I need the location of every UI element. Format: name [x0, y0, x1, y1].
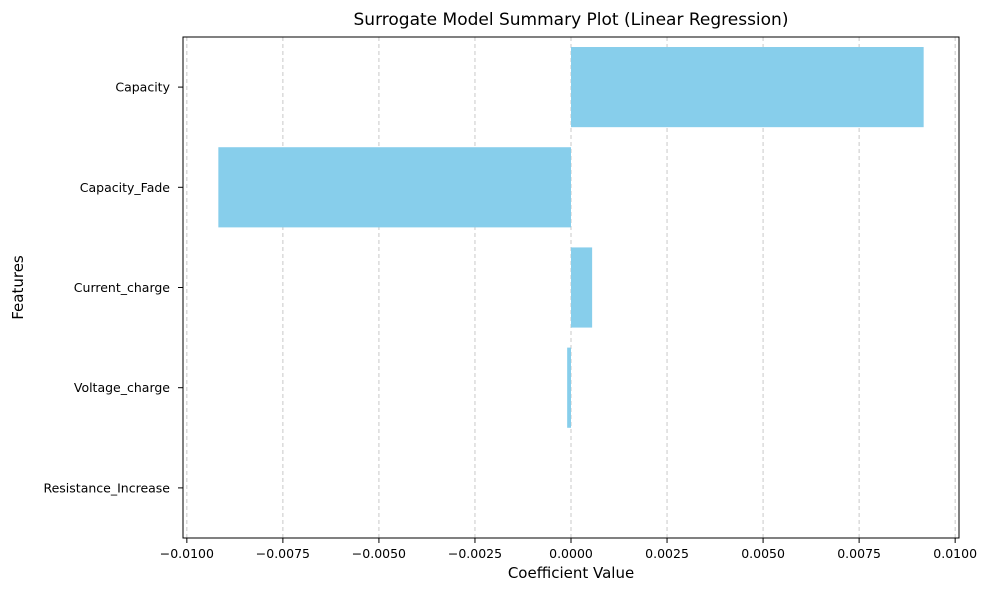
x-tick-label: −0.0050 [352, 546, 406, 561]
y-ticks: Capacity Capacity_Fade Current_charge Volta… [43, 80, 183, 495]
x-tick-label: 0.0025 [645, 546, 689, 561]
bar [567, 347, 571, 428]
y-tick-label: Resistance_Increase [43, 480, 170, 495]
x-tick-label: −0.0025 [448, 546, 502, 561]
y-tick-label: Capacity [115, 80, 170, 95]
bar [571, 47, 924, 128]
y-axis-label: Features [9, 255, 27, 320]
chart-title: Surrogate Model Summary Plot (Linear Reg… [354, 10, 789, 30]
y-tick-label: Capacity_Fade [80, 180, 171, 195]
x-tick-label: 0.0100 [933, 546, 977, 561]
x-tick-label: 0.0075 [837, 546, 881, 561]
x-tick-label: 0.0000 [549, 546, 593, 561]
y-tick-label: Current_charge [74, 280, 171, 295]
x-tick-label: −0.0100 [160, 546, 214, 561]
x-tick-label: −0.0075 [256, 546, 310, 561]
bar [218, 147, 571, 228]
bars [218, 47, 924, 428]
x-ticks: −0.0100 −0.0075 −0.0050 −0.0025 0.0000 0.0025… [160, 538, 977, 561]
bar [571, 247, 593, 328]
y-tick-label: Voltage_charge [74, 380, 170, 395]
x-axis-label: Coefficient Value [508, 564, 634, 582]
x-tick-label: 0.0050 [741, 546, 785, 561]
